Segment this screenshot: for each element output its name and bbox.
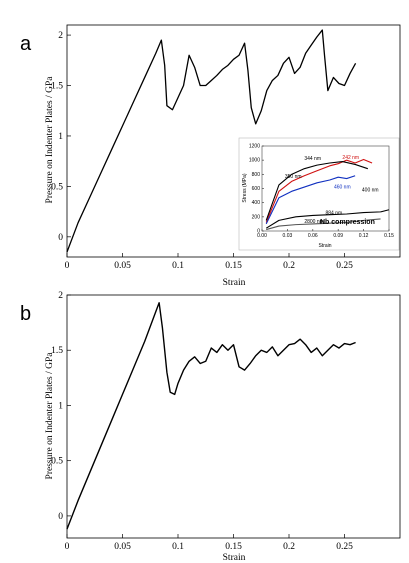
inset-series-line-4 [265, 209, 390, 229]
panel-a-y-tick-label: 2 [58, 31, 63, 41]
inset-annotation-label: 2800 nm [304, 219, 323, 225]
inset-x-tick-label: 0.06 [308, 233, 318, 239]
inset-axis-ticks: 0.00 0.03 0.06 0.09 0.12 0.15 0 200 400 600 800 100… [249, 144, 394, 240]
inset-series-line-3 [265, 175, 356, 225]
panel-b-series-line-1 [66, 302, 356, 530]
inset-y-axis-title: Stress (MPa) [242, 173, 248, 203]
inset-x-tick-label: 0.15 [384, 233, 394, 239]
inset-x-tick-label: 0.12 [359, 233, 369, 239]
panel-a-y-tick-label: 0.5 [51, 182, 63, 192]
panel-b-x-tick-label: 0.2 [283, 542, 295, 552]
chart-panel-a: a 0 0.05 0.1 0.15 0.2 0.25 0 0.5 1 1.5 2 Strain Pr… [20, 24, 401, 288]
panel-b-y-tick-label: 1.5 [51, 346, 63, 356]
series-group-b [66, 302, 356, 530]
axis-ticks-b: 0 0.05 0.1 0.15 0.2 0.25 0 0.5 1 1.5 2 [51, 291, 353, 552]
panel-a-series-line-1 [66, 29, 357, 253]
inset-series-group [265, 158, 390, 231]
panel-a-x-tick-label: 0.05 [114, 261, 131, 271]
panel-b-y-tick-label: 0.5 [51, 457, 63, 467]
inset-series-line-5 [266, 218, 381, 231]
inset-x-tick-label: 0.03 [283, 233, 293, 239]
plot-frame-b [66, 294, 401, 539]
series-group-a [66, 29, 357, 253]
inset-y-tick-label: 400 [252, 200, 261, 206]
inset-x-tick-label: 0.00 [257, 233, 267, 239]
inset-y-tick-label: 1200 [249, 144, 260, 150]
inset-annotation-label: 242 nm [342, 155, 359, 161]
inset-chart: 0.00 0.03 0.06 0.09 0.12 0.15 0 200 400 600 800 100… [238, 137, 400, 251]
panel-b-y-tick-label: 2 [58, 291, 63, 301]
inset-x-axis-title: Strain [318, 243, 331, 249]
panel-a-y-tick-label: 0 [58, 233, 63, 243]
x-axis-title-a: Strain [223, 278, 246, 288]
inset-title: Nb compression [320, 219, 375, 226]
chart-panel-b: b 0 0.05 0.1 0.15 0.2 0.25 0 0.5 1 1.5 2 Strain Pr… [20, 291, 401, 563]
panel-b-x-tick-label: 0.25 [336, 542, 353, 552]
panel-a-x-tick-label: 0.2 [283, 261, 295, 271]
inset-annotation-label: 344 nm [304, 156, 321, 162]
inset-y-tick-label: 600 [252, 186, 261, 192]
panel-a-x-tick-label: 0 [65, 261, 70, 271]
inset-y-tick-label: 1000 [249, 158, 260, 164]
panel-letter-a: a [20, 33, 32, 55]
inset-y-tick-label: 800 [252, 172, 261, 178]
panel-b-y-tick-label: 1 [58, 401, 63, 411]
inset-y-tick-label: 0 [257, 229, 260, 235]
panel-b-x-tick-label: 0 [65, 542, 70, 552]
inset-annotation-label: 400 nm [362, 187, 379, 193]
panel-a-y-tick-label: 1 [58, 132, 63, 142]
panel-b-x-tick-label: 0.1 [172, 542, 184, 552]
inset-series-line-2 [265, 161, 369, 221]
panel-a-x-tick-label: 0.1 [172, 261, 184, 271]
y-axis-title-a: Pressure on Indenter Plates / GPa [45, 76, 55, 204]
panel-letter-b: b [20, 303, 31, 325]
x-axis-title-b: Strain [223, 553, 246, 563]
panel-b-x-tick-label: 0.05 [114, 542, 131, 552]
panel-a-x-tick-label: 0.15 [225, 261, 242, 271]
panel-b-y-tick-label: 0 [58, 512, 63, 522]
inset-annotation-label: 884 nm [326, 210, 343, 216]
inset-y-tick-label: 200 [252, 214, 261, 220]
inset-annotation-label: 350 nm [285, 174, 302, 180]
panel-a-y-tick-label: 1.5 [51, 82, 63, 92]
axis-ticks-a: 0 0.05 0.1 0.15 0.2 0.25 0 0.5 1 1.5 2 [51, 31, 353, 271]
inset-x-tick-label: 0.09 [333, 233, 343, 239]
inset-series-line-1 [265, 158, 373, 223]
inset-background [238, 137, 400, 251]
panel-b-x-tick-label: 0.15 [225, 542, 242, 552]
panel-a-x-tick-label: 0.25 [336, 261, 353, 271]
y-axis-title-b: Pressure on Indenter Plates / GPa [45, 352, 55, 480]
inset-annotations: 242 nm 344 nm 460 nm 400 nm 350 nm 884 nm2800… [285, 155, 379, 225]
inset-annotation-label: 460 nm [334, 185, 351, 191]
